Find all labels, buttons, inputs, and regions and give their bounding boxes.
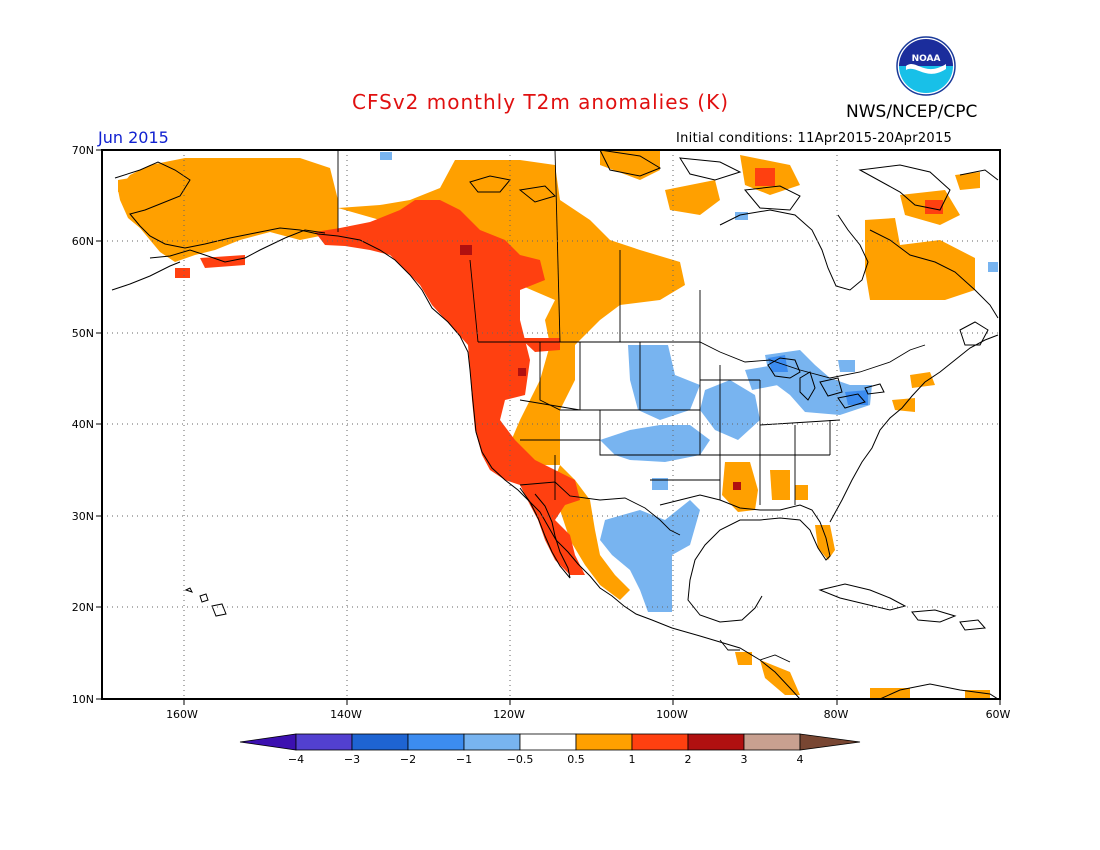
lat-label-40n: 40N bbox=[72, 418, 94, 431]
colorbar-segment-minus1-minus05 bbox=[463, 733, 521, 751]
colorbar-segment-below-minus4 bbox=[239, 733, 297, 751]
colorbar-segment-1-2 bbox=[631, 733, 689, 751]
chart-title: CFSv2 monthly T2m anomalies (K) bbox=[352, 90, 729, 114]
lat-label-60n: 60N bbox=[72, 235, 94, 248]
colorbar-label-4: 4 bbox=[797, 753, 804, 766]
colorbar-labels: −4 −3 −2 −1 −0.5 0.5 1 2 3 4 bbox=[288, 753, 804, 766]
lat-label-70n: 70N bbox=[72, 144, 94, 157]
colorbar-label-1: 1 bbox=[629, 753, 636, 766]
colorbar-label-2: 2 bbox=[685, 753, 692, 766]
anomaly-great-plains-cool bbox=[600, 345, 778, 490]
colorbar-segment-3-4 bbox=[743, 733, 801, 751]
colorbar bbox=[239, 733, 861, 751]
lat-label-20n: 20N bbox=[72, 601, 94, 614]
colorbar-label-minus05: −0.5 bbox=[507, 753, 534, 766]
lat-label-30n: 30N bbox=[72, 510, 94, 523]
lon-label-120w: 120W bbox=[493, 708, 525, 721]
colorbar-segment-2-3 bbox=[687, 733, 745, 751]
lat-label-10n: 10N bbox=[72, 693, 94, 706]
anomaly-alaska-warm bbox=[118, 158, 338, 262]
colorbar-segment-neutral bbox=[519, 733, 577, 751]
lon-label-60w: 60W bbox=[986, 708, 1011, 721]
valid-month-label: Jun 2015 bbox=[98, 128, 169, 147]
longitude-labels: 160W 140W 120W 100W 80W 60W bbox=[166, 708, 1010, 721]
colorbar-segment-above-4 bbox=[799, 733, 861, 751]
latitude-labels: 70N 60N 50N 40N 30N 20N 10N bbox=[72, 144, 94, 706]
coastlines bbox=[111, 150, 999, 699]
lon-label-100w: 100W bbox=[656, 708, 688, 721]
colorbar-label-minus4: −4 bbox=[288, 753, 304, 766]
lon-label-140w: 140W bbox=[330, 708, 362, 721]
anomaly-florida-warm bbox=[815, 525, 835, 560]
map-plot-area bbox=[118, 150, 998, 699]
colorbar-label-minus2: −2 bbox=[400, 753, 416, 766]
colorbar-label-minus1: −1 bbox=[456, 753, 472, 766]
anomaly-great-lakes-cooler bbox=[768, 355, 868, 405]
lon-label-80w: 80W bbox=[824, 708, 849, 721]
colorbar-segment-05-1 bbox=[575, 733, 633, 751]
colorbar-segment-minus3-minus2 bbox=[351, 733, 409, 751]
lat-label-50n: 50N bbox=[72, 327, 94, 340]
colorbar-label-minus3: −3 bbox=[344, 753, 360, 766]
axis-ticks bbox=[96, 149, 1001, 705]
organization-label: NWS/NCEP/CPC bbox=[846, 102, 978, 122]
boundaries bbox=[337, 150, 926, 663]
lon-label-160w: 160W bbox=[166, 708, 198, 721]
noaa-logo: NOAA bbox=[896, 36, 956, 96]
colorbar-segment-minus4-minus3 bbox=[295, 733, 353, 751]
anomaly-pacific-northwest-warm bbox=[175, 200, 585, 575]
colorbar-segment-minus2-minus1 bbox=[407, 733, 465, 751]
initial-conditions-label: Initial conditions: 11Apr2015-20Apr2015 bbox=[676, 131, 953, 146]
anomaly-central-america-warm bbox=[735, 652, 990, 699]
anomaly-great-lakes-cool bbox=[765, 350, 872, 415]
colorbar-label-05: 0.5 bbox=[567, 753, 585, 766]
anomaly-labrador-red bbox=[755, 168, 943, 214]
svg-text:NOAA: NOAA bbox=[912, 54, 941, 64]
colorbar-label-3: 3 bbox=[741, 753, 748, 766]
